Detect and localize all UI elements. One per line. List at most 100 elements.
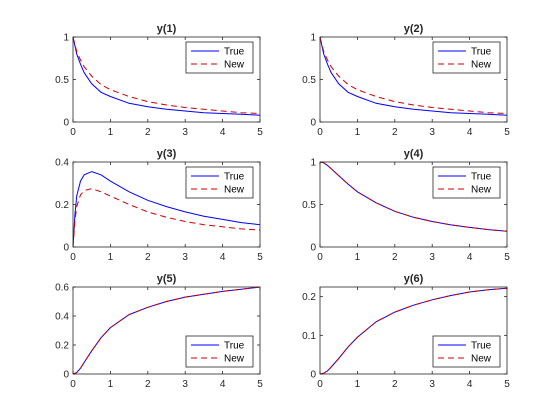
legend-label-true: True	[471, 341, 492, 352]
y-tick-label: 0.5	[55, 75, 69, 86]
x-tick-label: 2	[392, 127, 398, 138]
series-line-true	[73, 36, 260, 116]
x-tick-label: 3	[429, 252, 435, 263]
y-tick-label: 0.5	[302, 200, 316, 211]
x-tick-label: 0	[317, 127, 323, 138]
y-tick-label: 0.2	[55, 341, 69, 352]
series-line-true	[320, 36, 507, 116]
subplot-title: y(6)	[404, 273, 424, 285]
series-line-new	[320, 161, 507, 232]
axes-box	[319, 286, 508, 375]
series-line-new	[73, 188, 260, 248]
x-tick-label: 1	[355, 252, 361, 263]
y-tick-label: 0.6	[55, 283, 69, 294]
subplot-1: 0 1 2 3 4 5 0 0.5 1 y(1) True New	[55, 23, 263, 138]
legend: True New	[185, 41, 254, 74]
series-line-new	[320, 36, 507, 114]
x-tick-label: 4	[220, 127, 226, 138]
subplot-title: y(2)	[404, 23, 424, 35]
subplot-2: 0 1 2 3 4 5 0 0.5 1 y(2) True New	[302, 23, 510, 138]
x-tick-label: 1	[355, 379, 361, 390]
y-tick-label: 1	[310, 33, 316, 44]
legend-label-new: New	[471, 185, 492, 196]
subplot-6: 0 1 2 3 4 5 0 0.1 0.2 y(6) True New	[302, 273, 510, 390]
legend-label-true: True	[471, 172, 492, 183]
x-tick-label: 3	[429, 127, 435, 138]
y-tick-label: 0.4	[55, 158, 69, 169]
x-tick-label: 3	[182, 252, 188, 263]
x-tick-label: 2	[145, 252, 151, 263]
legend-label-true: True	[471, 47, 492, 58]
y-tick-label: 0.5	[302, 75, 316, 86]
legend: True New	[185, 166, 254, 199]
legend-label-new: New	[224, 185, 245, 196]
x-tick-label: 1	[355, 127, 361, 138]
legend: True New	[432, 335, 501, 368]
x-tick-label: 3	[429, 379, 435, 390]
subplot-title: y(4)	[404, 148, 424, 160]
legend-label-true: True	[224, 172, 245, 183]
x-tick-label: 1	[108, 252, 114, 263]
series-line-true	[73, 171, 260, 248]
subplot-4: 0 1 2 3 4 5 0 0.5 1 y(4) True New	[302, 148, 510, 263]
y-tick-label: 0.1	[302, 331, 316, 342]
x-tick-label: 5	[257, 127, 263, 138]
axes-box	[72, 286, 261, 375]
legend-label-new: New	[471, 354, 492, 365]
y-tick-label: 0.2	[55, 200, 69, 211]
series-line-new	[320, 287, 507, 375]
x-tick-label: 0	[70, 379, 76, 390]
x-tick-label: 2	[145, 127, 151, 138]
x-tick-label: 4	[467, 127, 473, 138]
legend: True New	[432, 41, 501, 74]
legend-label-new: New	[224, 354, 245, 365]
x-tick-label: 2	[145, 379, 151, 390]
legend-label-new: New	[224, 60, 245, 71]
series-line-new	[73, 36, 260, 114]
legend: True New	[185, 335, 254, 368]
legend-box	[185, 41, 254, 74]
legend-box	[185, 335, 254, 368]
x-tick-label: 5	[504, 379, 510, 390]
x-tick-label: 0	[70, 252, 76, 263]
x-tick-label: 4	[220, 379, 226, 390]
legend-label-new: New	[471, 60, 492, 71]
x-tick-label: 4	[220, 252, 226, 263]
x-tick-label: 3	[182, 127, 188, 138]
y-tick-label: 0	[63, 243, 69, 254]
series-line-new	[73, 286, 260, 375]
y-tick-label: 0	[63, 370, 69, 381]
x-tick-label: 5	[257, 379, 263, 390]
subplot-title: y(3)	[157, 148, 177, 160]
x-tick-label: 1	[108, 127, 114, 138]
y-tick-label: 0	[310, 243, 316, 254]
legend-label-true: True	[224, 341, 245, 352]
x-tick-label: 2	[392, 252, 398, 263]
subplot-title: y(1)	[157, 23, 177, 35]
x-tick-label: 4	[467, 379, 473, 390]
legend-box	[432, 166, 501, 199]
legend-box	[185, 166, 254, 199]
x-tick-label: 5	[504, 252, 510, 263]
x-tick-label: 0	[317, 379, 323, 390]
x-tick-label: 3	[182, 379, 188, 390]
y-tick-label: 1	[310, 158, 316, 169]
x-tick-label: 2	[392, 379, 398, 390]
y-tick-label: 1	[63, 33, 69, 44]
x-tick-label: 5	[257, 252, 263, 263]
y-tick-label: 0	[310, 118, 316, 129]
x-tick-label: 5	[504, 127, 510, 138]
y-tick-label: 0	[310, 370, 316, 381]
legend-box	[432, 41, 501, 74]
x-tick-label: 0	[317, 252, 323, 263]
x-tick-label: 4	[467, 252, 473, 263]
y-tick-label: 0	[63, 118, 69, 129]
x-tick-label: 0	[70, 127, 76, 138]
x-tick-label: 1	[108, 379, 114, 390]
legend: True New	[432, 166, 501, 199]
y-tick-label: 0.4	[55, 312, 69, 323]
subplot-5: 0 1 2 3 4 5 0 0.2 0.4 0.6 y(5) True New	[55, 273, 263, 390]
legend-label-true: True	[224, 47, 245, 58]
subplot-3: 0 1 2 3 4 5 0 0.2 0.4 y(3) True New	[55, 148, 263, 263]
